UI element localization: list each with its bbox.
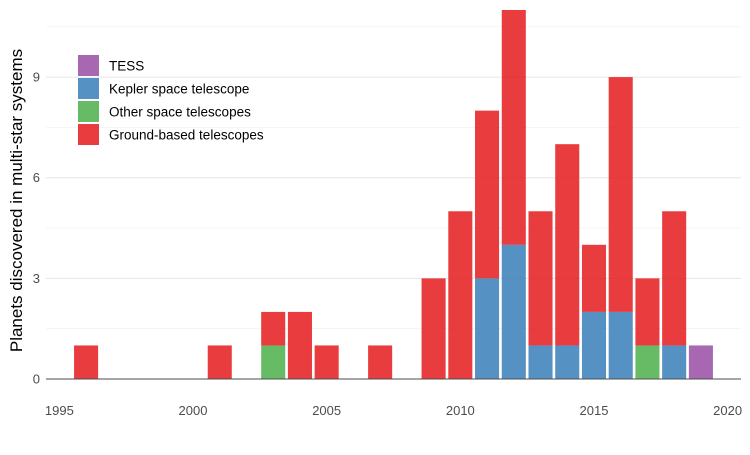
bar-ground-based-telescopes-2016: [608, 77, 633, 312]
legend-swatch-other-space-telescopes: [78, 101, 99, 122]
y-axis-ticks: 0 3 6 9: [33, 70, 40, 387]
x-tick-label: 2020: [713, 403, 742, 418]
legend: TESS Kepler space telescope Other space te…: [78, 55, 264, 145]
y-tick-label: 3: [33, 271, 40, 286]
legend-label-tess: TESS: [109, 59, 144, 74]
x-tick-label: 2005: [312, 403, 341, 418]
y-axis-label: Planets discovered in multi-star systems: [7, 49, 26, 352]
bar-ground-based-telescopes-2013: [528, 211, 553, 346]
x-tick-label: 2010: [446, 403, 475, 418]
bar-ground-based-telescopes-2009: [421, 278, 446, 379]
bar-ground-based-telescopes-2007: [368, 345, 393, 379]
bar-kepler-space-telescope-2013: [528, 345, 553, 379]
legend-label-other-space-telescopes: Other space telescopes: [109, 105, 251, 120]
y-tick-label: 9: [33, 70, 40, 85]
bar-kepler-space-telescope-2018: [662, 345, 687, 379]
bar-other-space-telescopes-2017: [635, 345, 660, 379]
bar-ground-based-telescopes-1996: [74, 345, 99, 379]
bar-ground-based-telescopes-2012: [501, 10, 526, 245]
bar-kepler-space-telescope-2012: [501, 244, 526, 379]
bar-kepler-space-telescope-2015: [581, 311, 607, 379]
bar-kepler-space-telescope-2011: [475, 278, 500, 379]
legend-label-kepler-space-telescope: Kepler space telescope: [109, 82, 249, 97]
bar-tess-2019: [688, 345, 713, 379]
legend-label-ground-based-telescopes: Ground-based telescopes: [109, 128, 264, 143]
x-tick-label: 1995: [45, 403, 74, 418]
bar-other-space-telescopes-2003: [261, 345, 286, 379]
bar-ground-based-telescopes-2015: [581, 244, 607, 312]
bar-ground-based-telescopes-2001: [207, 345, 232, 379]
x-tick-label: 2015: [580, 403, 609, 418]
legend-swatch-ground-based-telescopes: [78, 124, 99, 145]
bar-ground-based-telescopes-2017: [635, 278, 660, 346]
bar-ground-based-telescopes-2018: [662, 211, 687, 346]
y-tick-label: 6: [33, 170, 40, 185]
legend-swatch-kepler-space-telescope: [78, 78, 99, 99]
bar-ground-based-telescopes-2011: [475, 110, 500, 279]
x-tick-label: 2000: [179, 403, 208, 418]
legend-swatch-tess: [78, 55, 99, 76]
bar-ground-based-telescopes-2014: [555, 144, 580, 346]
bar-ground-based-telescopes-2005: [314, 345, 339, 379]
bar-ground-based-telescopes-2003: [261, 311, 286, 346]
bar-kepler-space-telescope-2014: [555, 345, 580, 379]
y-tick-label: 0: [33, 372, 40, 387]
bars: [74, 10, 713, 379]
bar-ground-based-telescopes-2010: [448, 211, 473, 379]
x-axis-ticks: 1995 2000 2005 2010 2015 2020: [45, 403, 742, 418]
bar-ground-based-telescopes-2004: [287, 311, 312, 379]
bar-kepler-space-telescope-2016: [608, 311, 633, 379]
